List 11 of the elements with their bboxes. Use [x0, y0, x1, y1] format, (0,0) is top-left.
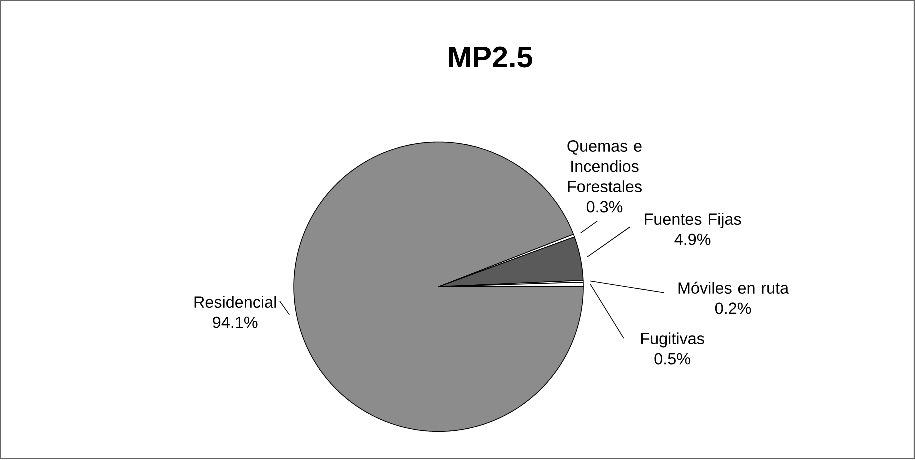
data-label: 94.1% [213, 317, 258, 329]
chart-title: MP2.5 [449, 46, 532, 68]
data-label: 0.3% [586, 201, 623, 213]
slice-label: Fuentes Fijas [645, 213, 742, 229]
data-label: 0.2% [715, 303, 752, 314]
data-label: 4.9% [674, 234, 711, 246]
slice-label: Quemas e Incendios Forestales [568, 140, 642, 193]
slice-label: Residencial [194, 296, 276, 308]
data-label: 0.5% [654, 354, 690, 365]
slice-label: Móviles en ruta [678, 282, 790, 294]
slice-label: Fugitivas [642, 332, 704, 348]
